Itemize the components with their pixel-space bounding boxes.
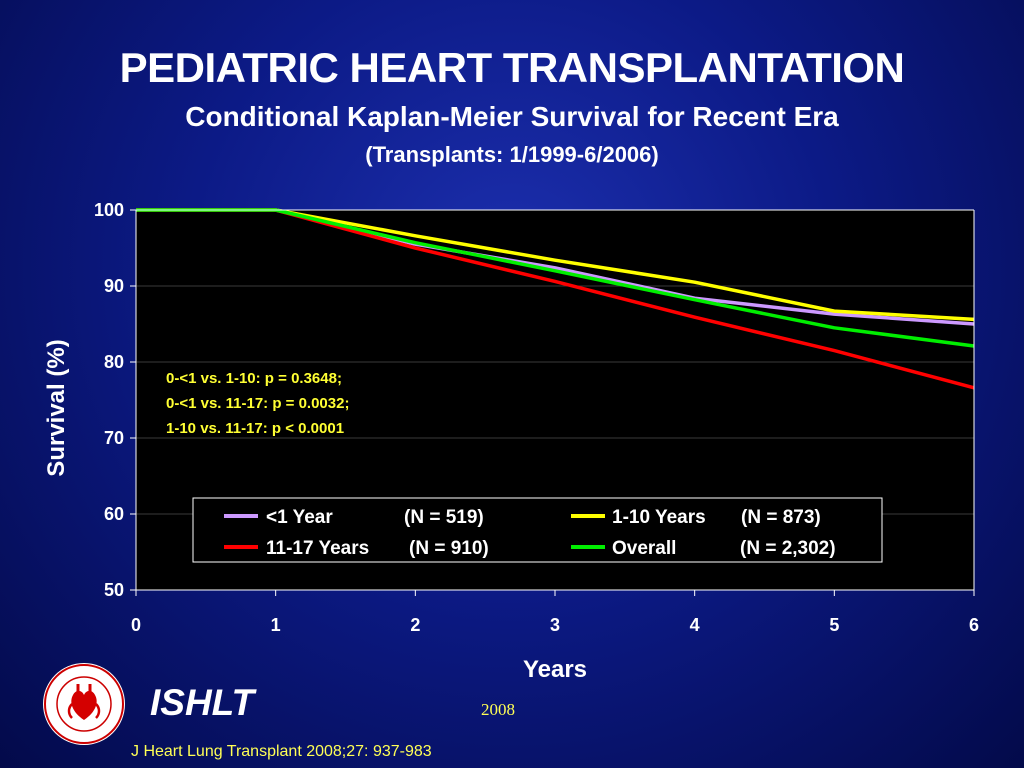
- y-tick-label-50: 50: [104, 580, 124, 600]
- y-tick-label-90: 90: [104, 276, 124, 296]
- x-tick-label-2: 2: [410, 615, 420, 635]
- year-label: 2008: [481, 700, 515, 719]
- x-axis-title: Years: [523, 656, 587, 683]
- slide-subtitle: Conditional Kaplan-Meier Survival for Re…: [185, 101, 839, 132]
- x-tick-label-3: 3: [550, 615, 560, 635]
- ishlt-seal-icon: [43, 663, 125, 745]
- x-tick-label-4: 4: [690, 615, 700, 635]
- p-value-line-3: 1-10 vs. 11-17: p < 0.0001: [166, 420, 344, 437]
- legend-label-lt1: <1 Year: [266, 507, 333, 528]
- legend-box: [192, 497, 883, 563]
- ishlt-logotype: ISHLT: [150, 682, 255, 723]
- y-tick-label-80: 80: [104, 352, 124, 372]
- x-tick-label-6: 6: [969, 615, 979, 635]
- y-tick-label-60: 60: [104, 504, 124, 524]
- legend-n-overall: (N = 2,302): [740, 538, 836, 559]
- p-value-annotation: 0-<1 vs. 1-10: p = 0.3648; 0-<1 vs. 11-1…: [166, 370, 349, 437]
- x-tick-label-5: 5: [829, 615, 839, 635]
- x-tick-label-0: 0: [131, 615, 141, 635]
- citation: J Heart Lung Transplant 2008;27: 937-983: [131, 743, 432, 760]
- p-value-line-1: 0-<1 vs. 1-10: p = 0.3648;: [166, 370, 342, 387]
- legend-n-1-10: (N = 873): [741, 507, 821, 528]
- x-tick-label-1: 1: [271, 615, 281, 635]
- y-tick-label-70: 70: [104, 428, 124, 448]
- p-value-line-2: 0-<1 vs. 11-17: p = 0.0032;: [166, 395, 349, 412]
- legend-label-1-10: 1-10 Years: [612, 507, 706, 528]
- y-axis-title: Survival (%): [43, 339, 70, 476]
- slide-era-subtitle: (Transplants: 1/1999-6/2006): [365, 142, 659, 167]
- legend-n-11-17: (N = 910): [409, 538, 489, 559]
- slide-title: PEDIATRIC HEART TRANSPLANTATION: [119, 44, 905, 91]
- legend-label-overall: Overall: [612, 538, 676, 559]
- legend-label-11-17: 11-17 Years: [266, 538, 369, 559]
- legend-n-lt1: (N = 519): [404, 507, 484, 528]
- y-tick-label-100: 100: [94, 200, 124, 220]
- legend: <1 Year (N = 519) 1-10 Years (N = 873) 1…: [192, 497, 883, 563]
